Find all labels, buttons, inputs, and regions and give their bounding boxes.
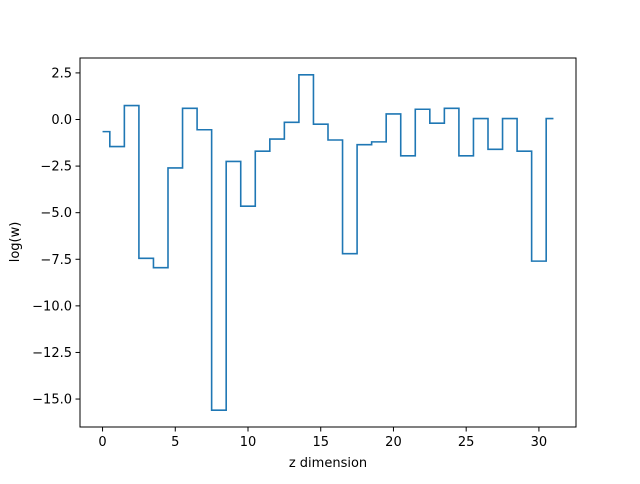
x-tick-label: 0 [98, 435, 106, 450]
plot-area [80, 58, 576, 427]
x-tick-label: 5 [171, 435, 179, 450]
x-tick-label: 25 [458, 435, 475, 450]
plot-frame [79, 57, 577, 428]
series-layer [102, 73, 554, 412]
y-tick-label: −2.5 [40, 160, 72, 175]
y-tick-label: −7.5 [40, 253, 72, 268]
y-tick-label: 2.5 [51, 66, 72, 81]
y-tick-label: −10.0 [32, 299, 72, 314]
y-tick-label: −5.0 [40, 206, 72, 221]
y-axis-ticks: 2.5 0.0 −2.5 −5.0 −7.5 −10.0 −12.5 −15.0 [32, 66, 80, 408]
x-axis-ticks: 0 5 10 15 20 25 30 [98, 427, 547, 450]
x-tick-label: 30 [531, 435, 548, 450]
y-tick-label: 0.0 [51, 113, 72, 128]
y-axis-label: log(w) [8, 222, 23, 263]
x-tick-label: 10 [240, 435, 257, 450]
x-tick-label: 15 [312, 435, 329, 450]
x-tick-label: 20 [385, 435, 402, 450]
x-axis-label: z dimension [289, 456, 367, 471]
y-tick-label: −15.0 [32, 393, 72, 408]
y-tick-label: −12.5 [32, 346, 72, 361]
series-line-0 [102, 73, 554, 412]
